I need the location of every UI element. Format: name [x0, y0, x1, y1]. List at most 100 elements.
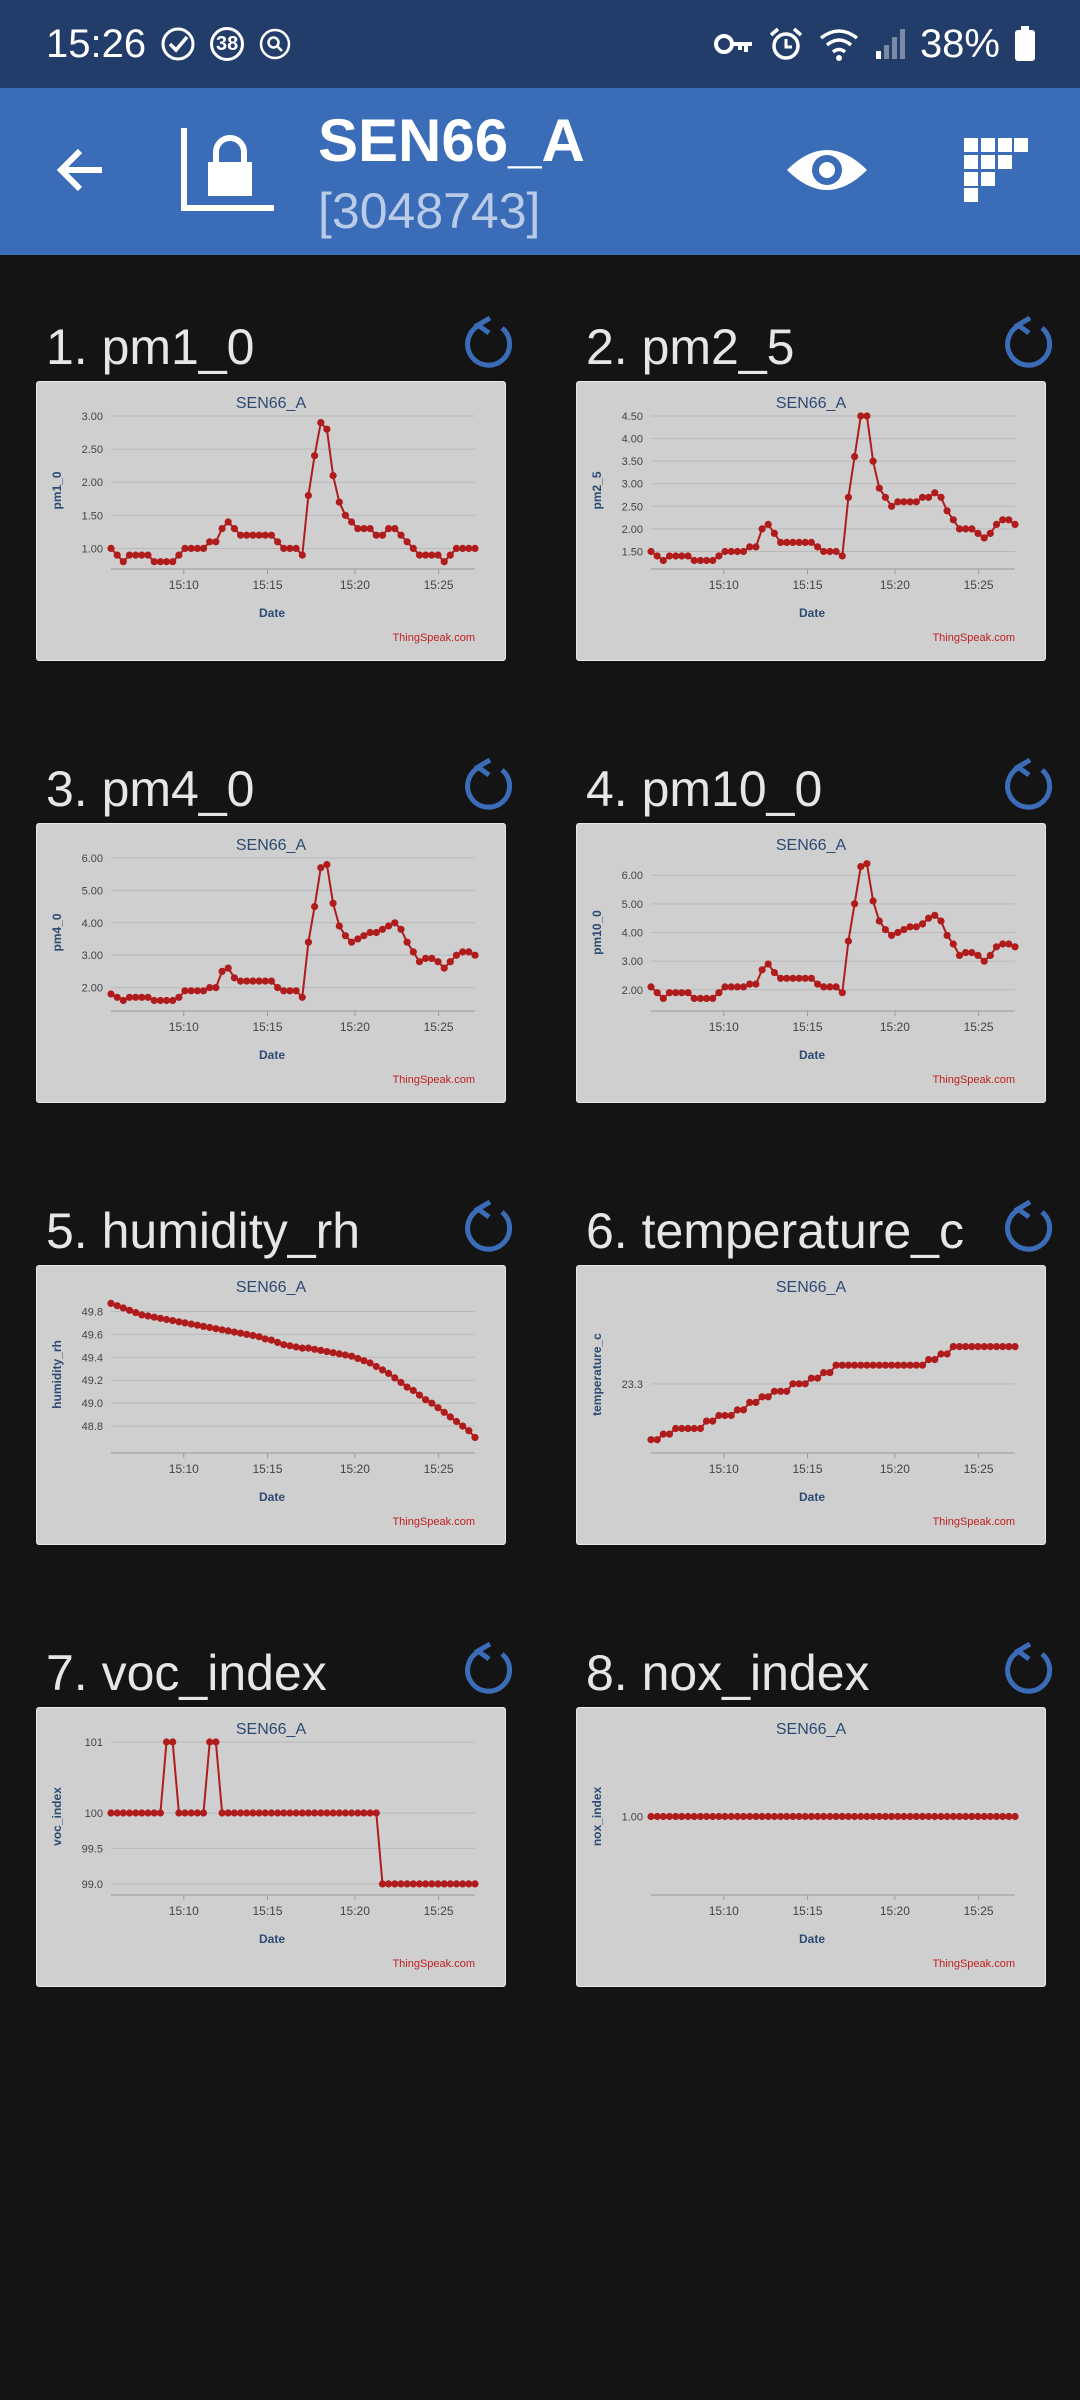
data-point: [187, 1320, 195, 1328]
refresh-icon[interactable]: [462, 1199, 518, 1256]
data-point: [125, 1809, 134, 1817]
line-chart: SEN66_A 1.50 2.00 2.50 3.00 3.50 4.00 4.50 15:10…: [590, 395, 1019, 644]
data-point: [653, 1812, 661, 1821]
data-point: [329, 1349, 337, 1357]
data-point: [212, 1738, 220, 1746]
line-chart: SEN66_A 99.0 99.5 100 101 15:10 15:15 15:20 15:2…: [50, 1721, 479, 1970]
data-point: [814, 543, 822, 551]
x-tick-label: 15:20: [340, 1904, 370, 1918]
x-tick-label: 15:20: [880, 1462, 910, 1476]
data-point: [888, 1812, 896, 1821]
chart-card[interactable]: SEN66_A 2.00 3.00 4.00 5.00 6.00 15:10 15:15 15:…: [36, 823, 506, 1103]
data-point: [789, 974, 797, 982]
data-point: [900, 498, 908, 506]
data-point: [335, 498, 343, 506]
data-point: [366, 525, 374, 533]
data-point: [428, 551, 436, 559]
data-point: [900, 926, 908, 934]
data-point: [709, 994, 717, 1002]
data-point: [999, 516, 1007, 524]
refresh-icon[interactable]: [462, 315, 518, 372]
chart-title: SEN66_A: [236, 837, 307, 854]
chart-credit: ThingSpeak.com: [932, 1516, 1015, 1528]
chart-card[interactable]: SEN66_A 99.0 99.5 100 101 15:10 15:15 15:20 15:2…: [36, 1707, 506, 1987]
data-point: [715, 989, 723, 997]
data-point: [807, 1812, 815, 1821]
data-point: [1011, 1812, 1019, 1821]
data-point: [422, 954, 430, 962]
data-point: [298, 551, 306, 559]
data-point: [758, 966, 766, 974]
data-point: [138, 1809, 146, 1817]
data-point: [863, 1812, 871, 1821]
data-point: [274, 538, 282, 546]
data-point: [733, 1812, 741, 1821]
back-arrow-icon[interactable]: [52, 140, 112, 200]
data-point: [286, 987, 294, 995]
chart-card[interactable]: SEN66_A 48.8 49.0 49.2 49.4 49.6 49.8 15:10 15:1…: [36, 1265, 506, 1545]
data-point: [378, 925, 387, 933]
data-point: [869, 1812, 877, 1821]
data-point: [715, 1411, 723, 1420]
chart-card[interactable]: SEN66_A 1.00 15:10 15:15 15:20 15:25 Date nox_i…: [576, 1707, 1046, 1987]
data-point: [986, 951, 994, 959]
qr-code-icon[interactable]: [964, 138, 1028, 202]
refresh-icon[interactable]: [1002, 1199, 1058, 1256]
signal-icon: [874, 27, 906, 61]
data-point: [752, 543, 760, 551]
data-point: [888, 1361, 896, 1369]
chart-card[interactable]: SEN66_A 23.3 15:10 15:15 15:20 15:25 Date tempe…: [576, 1265, 1046, 1545]
data-point: [912, 498, 920, 506]
data-point: [727, 1812, 735, 1821]
y-tick-label: 3.50: [622, 456, 643, 468]
data-point: [348, 1809, 356, 1817]
refresh-icon[interactable]: [1002, 315, 1058, 372]
alarm-icon: [768, 26, 804, 62]
data-point: [459, 544, 467, 552]
data-point: [943, 931, 951, 939]
chart-card[interactable]: SEN66_A 1.50 2.00 2.50 3.00 3.50 4.00 4.50 15:10…: [576, 381, 1046, 661]
data-point: [274, 1809, 282, 1817]
data-point: [323, 1809, 331, 1817]
data-point: [255, 1809, 263, 1817]
data-point: [659, 1812, 667, 1821]
status-bar: 15:26 38 38%: [0, 0, 1080, 88]
data-point: [452, 1880, 461, 1888]
data-point: [801, 1812, 809, 1821]
data-point: [354, 935, 362, 943]
private-channel-lock-icon[interactable]: [180, 128, 276, 214]
refresh-icon[interactable]: [1002, 757, 1058, 814]
data-point: [820, 983, 828, 991]
data-point: [777, 538, 785, 546]
data-point: [746, 543, 754, 551]
data-point: [360, 932, 368, 940]
data-point: [906, 498, 914, 506]
data-point: [746, 1398, 754, 1406]
data-point: [653, 989, 661, 997]
chart-card[interactable]: SEN66_A 1.00 1.50 2.00 2.50 3.00 15:10 15:15 15:…: [36, 381, 506, 661]
data-point: [113, 993, 121, 1001]
data-point: [335, 1809, 343, 1817]
data-point: [838, 552, 846, 560]
data-point: [801, 538, 809, 546]
data-point: [224, 1809, 232, 1817]
data-point: [937, 917, 945, 925]
data-point: [440, 558, 448, 566]
refresh-icon[interactable]: [462, 1641, 518, 1698]
data-point: [844, 493, 852, 501]
eye-icon[interactable]: [784, 140, 870, 200]
refresh-icon[interactable]: [462, 757, 518, 814]
x-tick-label: 15:20: [880, 578, 910, 592]
data-point: [672, 552, 680, 560]
data-point: [925, 914, 933, 922]
refresh-icon[interactable]: [1002, 1641, 1058, 1698]
y-axis-label: nox_index: [590, 1787, 604, 1847]
data-point: [292, 987, 300, 995]
data-point: [906, 923, 914, 931]
data-point: [471, 1880, 479, 1888]
data-point: [832, 1361, 840, 1369]
data-point: [261, 531, 269, 539]
data-point: [912, 923, 920, 931]
x-axis-label: Date: [799, 1932, 825, 1946]
chart-card[interactable]: SEN66_A 2.00 3.00 4.00 5.00 6.00 15:10 15:15 15:…: [576, 823, 1046, 1103]
